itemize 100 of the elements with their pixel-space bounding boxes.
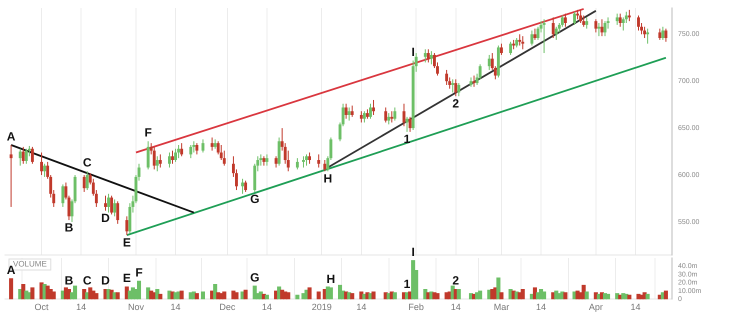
candlestick: [158, 154, 162, 168]
bar: [200, 291, 205, 300]
candlestick: [171, 150, 174, 164]
candlestick: [515, 38, 518, 48]
candlestick: [104, 195, 107, 212]
candlestick: [116, 200, 120, 224]
x-tick-label: Dec: [219, 302, 236, 312]
x-tick-label: Apr: [588, 302, 603, 312]
candlestick: [274, 156, 278, 168]
candlestick: [661, 26, 664, 40]
candlestick: [202, 138, 204, 154]
x-tick-label: 14: [356, 302, 366, 312]
x-tick-label: 14: [170, 302, 181, 312]
candlestick: [113, 198, 116, 217]
annotation: G: [250, 192, 260, 206]
candlestick: [576, 9, 580, 20]
annotation: G: [250, 270, 260, 284]
candlestick: [664, 28, 668, 42]
annotation: E: [122, 271, 131, 286]
candlestick: [146, 140, 150, 170]
bar: [136, 280, 142, 300]
candlestick: [177, 144, 180, 159]
candlestick: [518, 34, 522, 46]
bar: [328, 287, 333, 300]
bar: [73, 286, 78, 300]
x-tick-label: Oct: [34, 302, 50, 312]
annotation: B: [64, 274, 74, 288]
candlestick: [643, 26, 646, 39]
bar: [435, 293, 440, 300]
bar: [316, 291, 321, 300]
bar: [286, 292, 290, 300]
x-tick-label: Mar: [494, 302, 510, 312]
candlestick: [534, 28, 536, 40]
candlestick: [579, 9, 582, 24]
bar: [478, 290, 482, 300]
bar: [496, 277, 500, 300]
candlestick: [30, 146, 34, 164]
candlestick: [393, 106, 396, 122]
annotation: C: [82, 274, 92, 288]
x-tick-label: 2019: [312, 302, 332, 312]
candlestick: [470, 76, 472, 88]
candlestick: [296, 158, 299, 170]
bar: [646, 294, 650, 300]
candlestick: [174, 148, 178, 162]
candlestick: [646, 28, 650, 44]
bar: [30, 287, 34, 300]
bar: [244, 290, 248, 300]
bar: [234, 292, 238, 300]
x-tick-label: Nov: [128, 302, 144, 312]
bar: [606, 294, 610, 300]
candlestick: [530, 30, 534, 46]
candlestick: [24, 148, 28, 164]
candlestick: [500, 43, 503, 56]
annotation: H: [326, 272, 336, 286]
bar: [542, 291, 546, 300]
candlestick: [628, 9, 631, 22]
annotation: H: [324, 172, 332, 186]
x-tick-label: 14: [450, 302, 461, 312]
candlestick: [110, 195, 114, 215]
candlestick: [348, 106, 351, 122]
candlestick: [61, 184, 64, 208]
bar: [563, 292, 568, 300]
candlestick: [180, 142, 184, 157]
annotation: D: [101, 211, 110, 226]
annotation: A: [6, 129, 16, 144]
candlestick: [430, 50, 433, 65]
annotation: VOLUME: [13, 260, 47, 269]
bar: [371, 291, 376, 300]
candlestick: [344, 103, 348, 120]
candlestick: [472, 75, 476, 88]
candlestick: [594, 18, 598, 33]
candlestick: [408, 116, 412, 132]
annotation: I: [411, 244, 415, 259]
candlestick: [168, 152, 171, 168]
candlestick: [424, 48, 427, 63]
candlestick: [554, 26, 558, 40]
candlestick: [573, 11, 576, 26]
bar: [664, 290, 668, 300]
candlestick: [366, 108, 369, 120]
bar: [520, 288, 525, 300]
candlestick: [308, 152, 312, 164]
candlestick: [406, 116, 408, 132]
candlestick: [305, 154, 308, 166]
x-tick-label: 14: [262, 302, 272, 312]
x-tick-label: Feb: [408, 302, 424, 312]
candlestick: [210, 137, 214, 152]
x-tick-label: 14: [630, 302, 640, 312]
candlestick: [542, 18, 546, 54]
bar: [350, 293, 354, 300]
candlestick: [125, 216, 128, 236]
candlestick: [451, 78, 454, 93]
annotation: F: [135, 265, 143, 280]
candlestick: [369, 103, 372, 120]
candlestick: [40, 152, 43, 176]
candlestick: [372, 99, 375, 116]
candlestick: [195, 142, 198, 155]
bar: [9, 278, 14, 300]
candlestick: [244, 180, 248, 192]
candlestick: [214, 138, 217, 150]
candlestick: [637, 15, 640, 32]
